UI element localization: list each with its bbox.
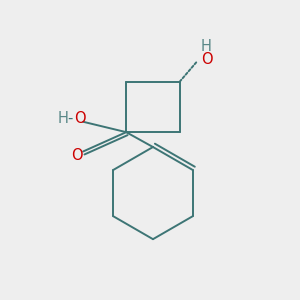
Text: O: O <box>74 111 85 126</box>
Text: -: - <box>68 111 73 126</box>
Text: H: H <box>58 111 68 126</box>
Text: O: O <box>71 148 82 164</box>
Text: O: O <box>201 52 212 67</box>
Text: H: H <box>200 39 211 54</box>
